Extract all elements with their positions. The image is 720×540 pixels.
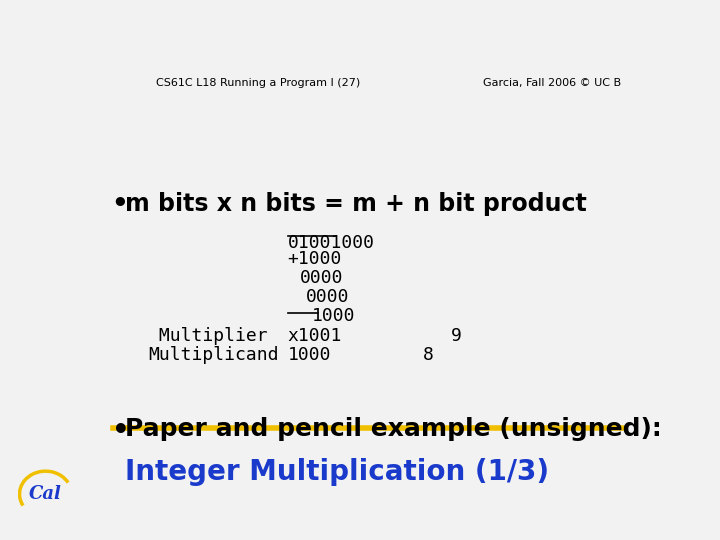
Text: 8: 8	[423, 346, 434, 364]
Text: Multiplicand: Multiplicand	[148, 346, 279, 364]
Text: Paper and pencil example (unsigned):: Paper and pencil example (unsigned):	[125, 417, 662, 442]
Text: Multiplier: Multiplier	[148, 327, 268, 345]
Text: Integer Multiplication (1/3): Integer Multiplication (1/3)	[125, 457, 549, 485]
Text: x1001: x1001	[287, 327, 342, 345]
Text: 01001000: 01001000	[287, 234, 374, 252]
Text: 0000: 0000	[306, 288, 349, 306]
Text: 9: 9	[451, 327, 462, 345]
Text: 0000: 0000	[300, 269, 343, 287]
Text: +1000: +1000	[287, 249, 342, 268]
Text: CS61C L18 Running a Program I (27): CS61C L18 Running a Program I (27)	[156, 78, 360, 88]
Text: Garcia, Fall 2006 © UC B: Garcia, Fall 2006 © UC B	[482, 78, 621, 88]
Text: 1000: 1000	[287, 346, 331, 364]
Text: •: •	[112, 417, 130, 446]
Text: Cal: Cal	[29, 485, 62, 503]
Text: 1000: 1000	[312, 307, 356, 325]
Text: •: •	[112, 192, 128, 218]
Text: m bits x n bits = m + n bit product: m bits x n bits = m + n bit product	[125, 192, 587, 216]
